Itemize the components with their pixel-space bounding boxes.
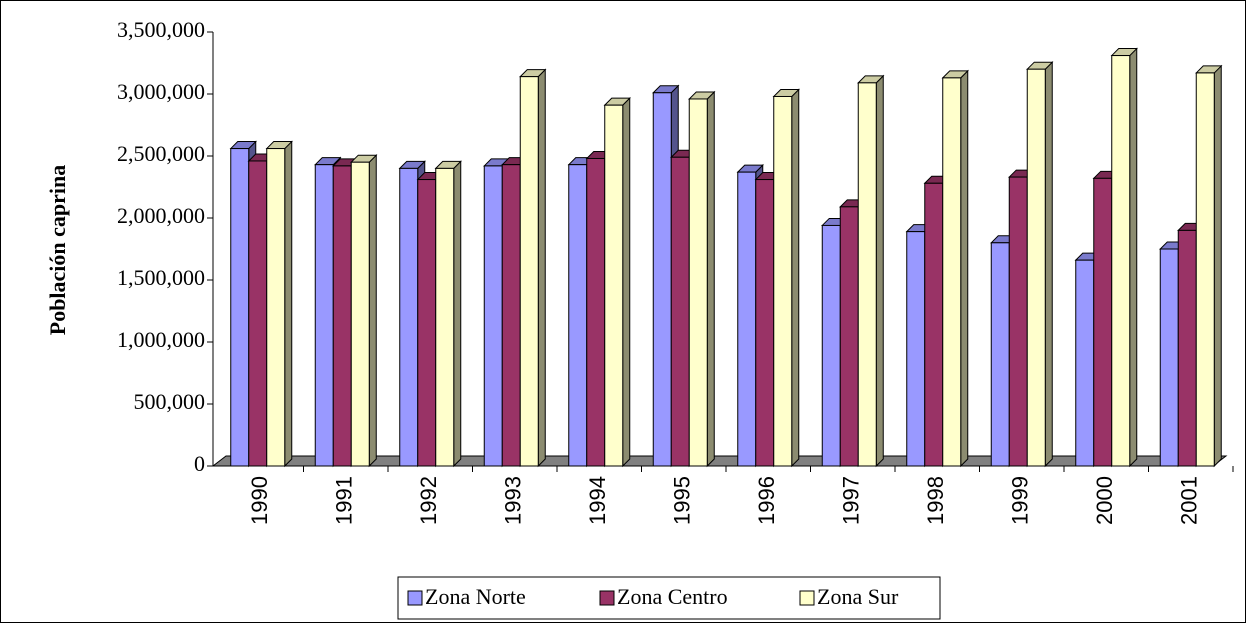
x-tick-label: 1998 — [923, 476, 948, 525]
bar — [483, 165, 503, 467]
legend-label: Zona Sur — [817, 584, 899, 609]
bar — [670, 156, 690, 467]
x-tick-label: 1994 — [585, 476, 610, 525]
bar — [1111, 55, 1131, 467]
y-tick-label: 3,500,000 — [117, 17, 205, 42]
bar — [519, 76, 539, 467]
bar — [1075, 259, 1095, 467]
x-tick-label: 1996 — [754, 476, 779, 525]
bar — [417, 179, 437, 467]
bar — [604, 104, 624, 467]
bar-side — [368, 153, 377, 468]
bar — [839, 206, 859, 467]
bar — [230, 148, 250, 467]
bar-side — [1213, 64, 1222, 468]
bar — [332, 165, 352, 467]
bar-side — [622, 96, 631, 468]
bar-side — [706, 90, 715, 468]
legend-swatch — [599, 590, 615, 606]
bar — [755, 179, 775, 467]
y-tick-label: 2,000,000 — [117, 203, 205, 228]
x-tick-label: 2000 — [1092, 476, 1117, 525]
x-tick-label: 2001 — [1177, 476, 1202, 525]
legend-label: Zona Norte — [425, 584, 526, 609]
bar — [652, 92, 672, 467]
bar-side — [875, 74, 884, 468]
bar — [942, 77, 962, 467]
bar — [906, 231, 926, 467]
y-tick-label: 1,500,000 — [117, 265, 205, 290]
legend: Zona Norte Zona Centro Zona Sur — [397, 576, 941, 620]
bar — [586, 157, 606, 467]
x-tick-label: 1990 — [247, 476, 272, 525]
bar — [857, 82, 877, 467]
legend-label: Zona Centro — [617, 584, 728, 609]
bar — [1093, 177, 1113, 467]
bar-side — [453, 160, 462, 468]
bar — [1008, 176, 1028, 467]
x-tick-label: 1993 — [501, 476, 526, 525]
bar-side — [537, 68, 546, 468]
bar — [737, 171, 757, 467]
bar — [821, 224, 841, 467]
legend-swatch — [799, 590, 815, 606]
bar — [688, 98, 708, 467]
bar — [248, 160, 268, 467]
bar — [1177, 229, 1197, 467]
bar — [399, 167, 419, 467]
bar — [773, 95, 793, 467]
bar-side — [284, 140, 293, 468]
bar — [435, 167, 455, 467]
bar — [924, 182, 944, 467]
bar-side — [960, 69, 969, 468]
x-tick-label: 1991 — [332, 476, 357, 525]
legend-box — [397, 576, 941, 620]
x-tick-label: 1997 — [839, 476, 864, 525]
legend-swatch — [407, 590, 423, 606]
x-tick-label: 1992 — [416, 476, 441, 525]
bar — [990, 242, 1010, 467]
bar — [314, 164, 334, 467]
bar — [1159, 248, 1179, 467]
y-tick-label: 1,000,000 — [117, 327, 205, 352]
bar — [568, 164, 588, 467]
bar — [266, 148, 286, 467]
x-tick-label: 1999 — [1008, 476, 1033, 525]
y-tick-label: 500,000 — [134, 389, 206, 414]
bar-side — [1129, 47, 1138, 468]
y-tick-label: 0 — [194, 451, 205, 476]
bar — [501, 164, 521, 467]
bar — [1195, 72, 1215, 467]
bar — [350, 161, 370, 467]
y-axis-label: Población caprina — [45, 165, 70, 336]
bar-side — [791, 88, 800, 468]
x-tick-label: 1995 — [670, 476, 695, 525]
bar — [1026, 68, 1046, 467]
floor — [211, 455, 1228, 467]
y-tick-label: 3,000,000 — [117, 79, 205, 104]
y-tick-label: 2,500,000 — [117, 141, 205, 166]
bar-side — [1044, 60, 1053, 468]
